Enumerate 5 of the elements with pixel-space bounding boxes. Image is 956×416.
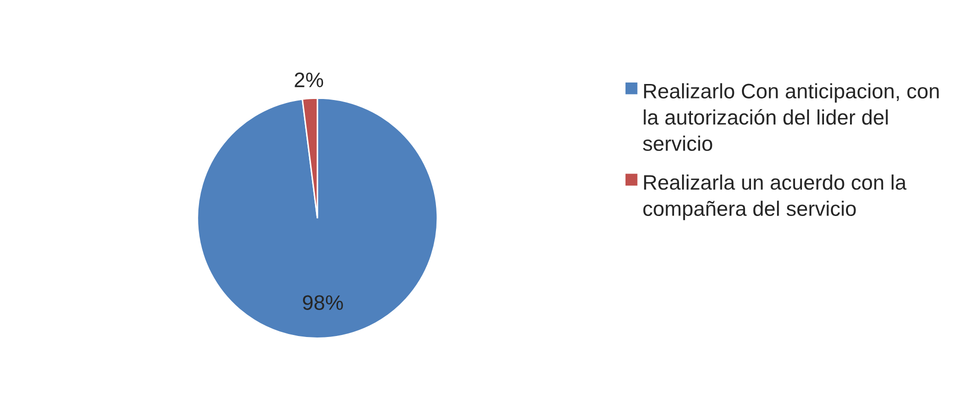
data-label: 2% [294, 72, 324, 88]
legend-label: Realizarlo Con anticipacion, con la autorización del lider del servicio [643, 83, 939, 151]
pie-slice [196, 98, 438, 339]
legend-label: Realizarla un acuerdo con la compañera del servicio [643, 174, 906, 220]
data-label: 98% [302, 295, 343, 310]
